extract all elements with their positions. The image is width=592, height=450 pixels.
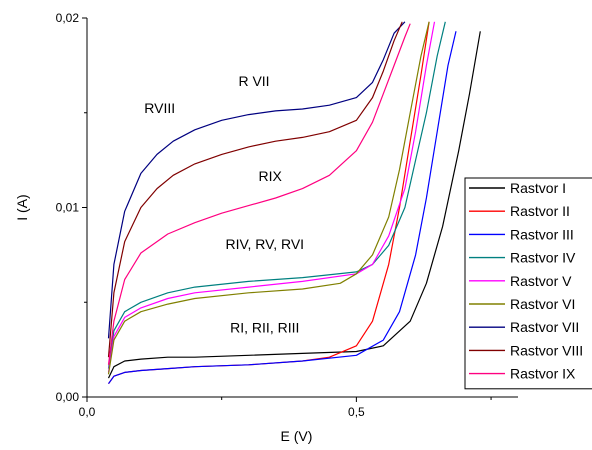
legend-entry-label: Rastvor IV [510,250,576,266]
axes: 0,00 0,01 0,02 0,0 0,5 E (V) I (A) [14,11,518,444]
legend-entry-label: Rastvor III [510,226,574,242]
curve-annotation: RIV, RV, RVI [225,236,304,252]
series-line-6 [107,21,430,375]
y-tick-label: 0,02 [56,11,80,25]
y-tick-label: 0,00 [56,390,80,404]
series-line-4 [107,21,446,369]
annotations: R VII RVIII RIX RIV, RV, RVI RI, RII, RIII [144,73,304,335]
x-axis-title: E (V) [281,428,313,444]
legend-entry-label: Rastvor II [510,203,570,219]
y-tick-label: 0,01 [56,201,80,215]
x-tick-label: 0,0 [79,405,96,419]
x-tick-label: 0,5 [348,405,365,419]
curve-annotation: RI, RII, RIII [230,320,299,336]
series-line-5 [107,21,436,373]
series-line-1 [107,31,481,379]
legend-entry-label: Rastvor VI [510,296,575,312]
legend-entry-label: Rastvor VIII [510,342,583,358]
legend-entry-label: Rastvor IX [510,366,576,382]
series-line-3 [108,31,457,385]
legend-entry-label: Rastvor I [510,180,566,196]
legend: Rastvor I Rastvor II Rastvor III Rastvor IV… [464,177,592,390]
legend-box [464,177,592,390]
legend-entry-label: Rastvor VII [510,319,579,335]
series-layer [107,21,481,385]
curve-annotation: R VII [238,73,269,89]
series-line-8 [107,21,403,358]
legend-entry-label: Rastvor V [510,273,572,289]
series-line-7 [107,21,406,339]
curve-annotation: RIX [259,168,283,184]
y-axis-title: I (A) [14,194,30,220]
curve-annotation: RVIII [144,100,175,116]
series-line-9 [107,23,411,365]
